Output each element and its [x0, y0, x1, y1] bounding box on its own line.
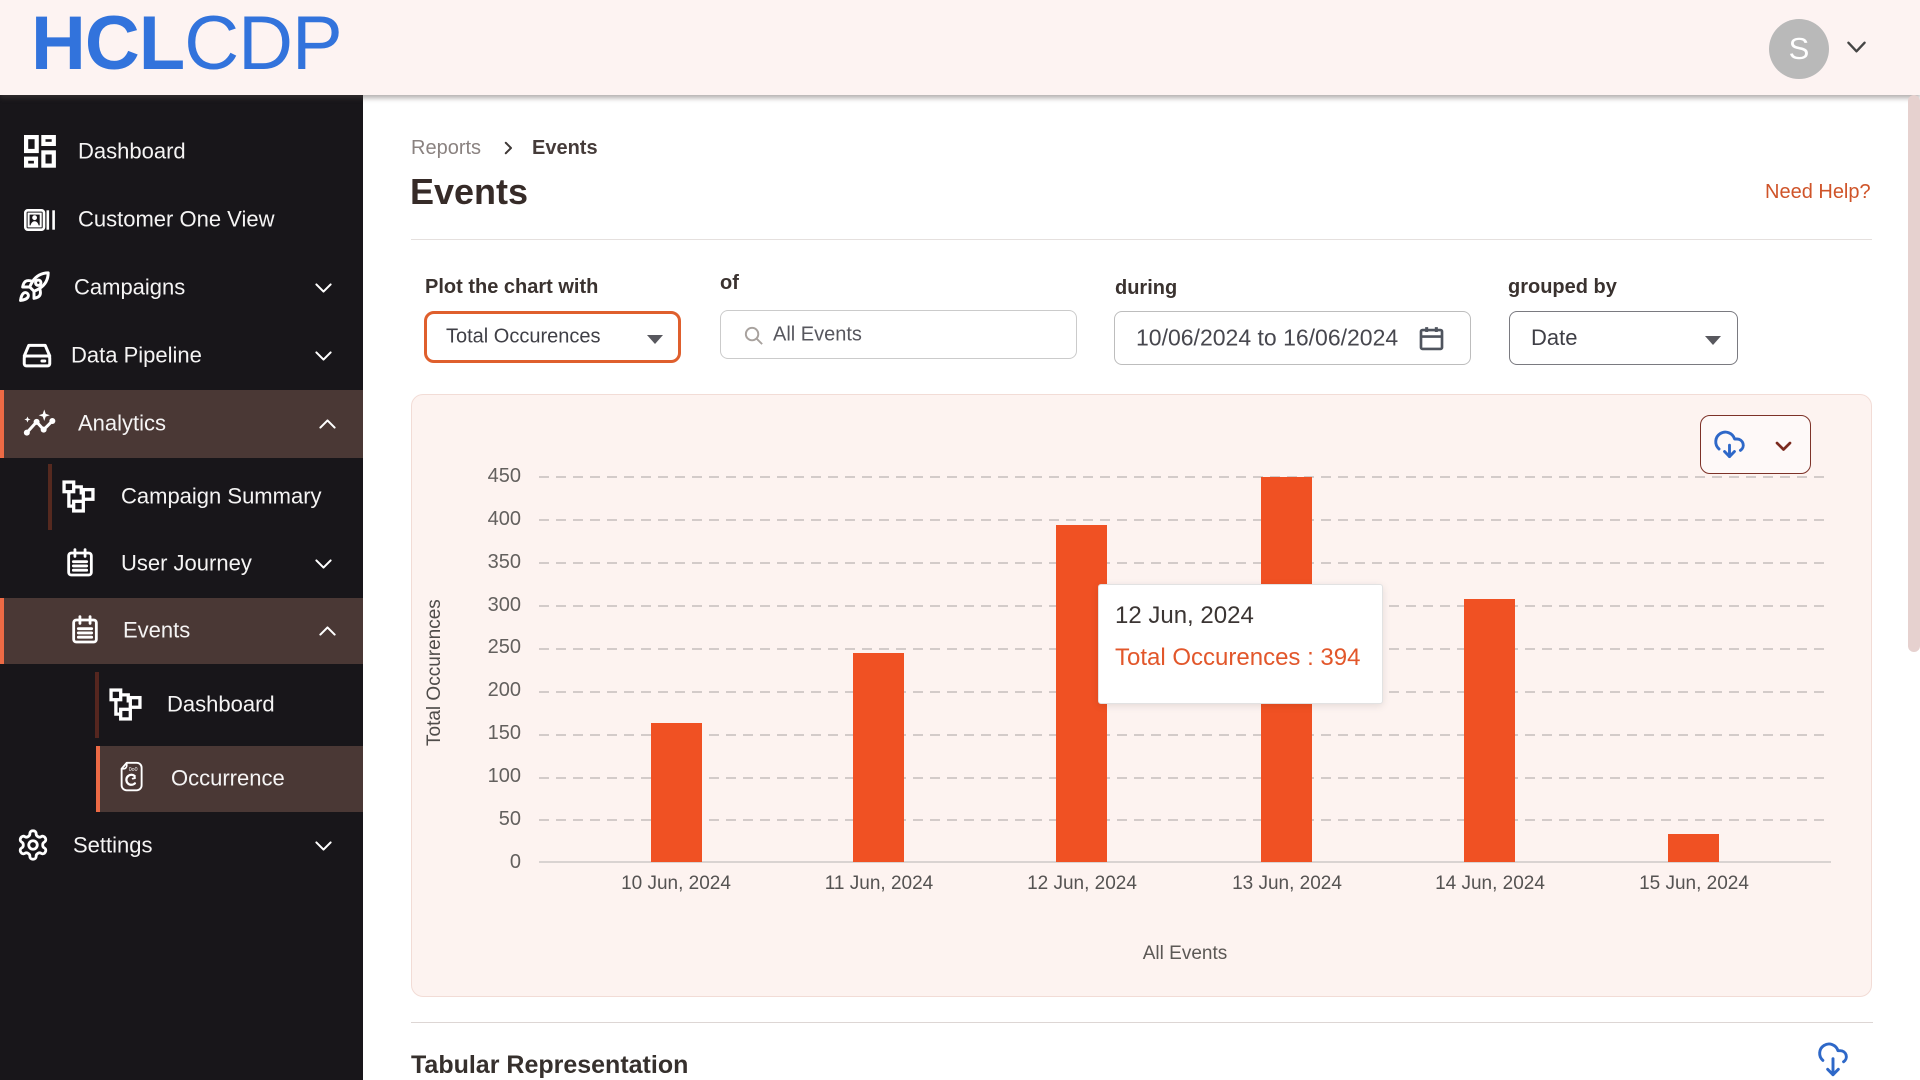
svg-text:0o0: 0o0: [129, 767, 138, 773]
